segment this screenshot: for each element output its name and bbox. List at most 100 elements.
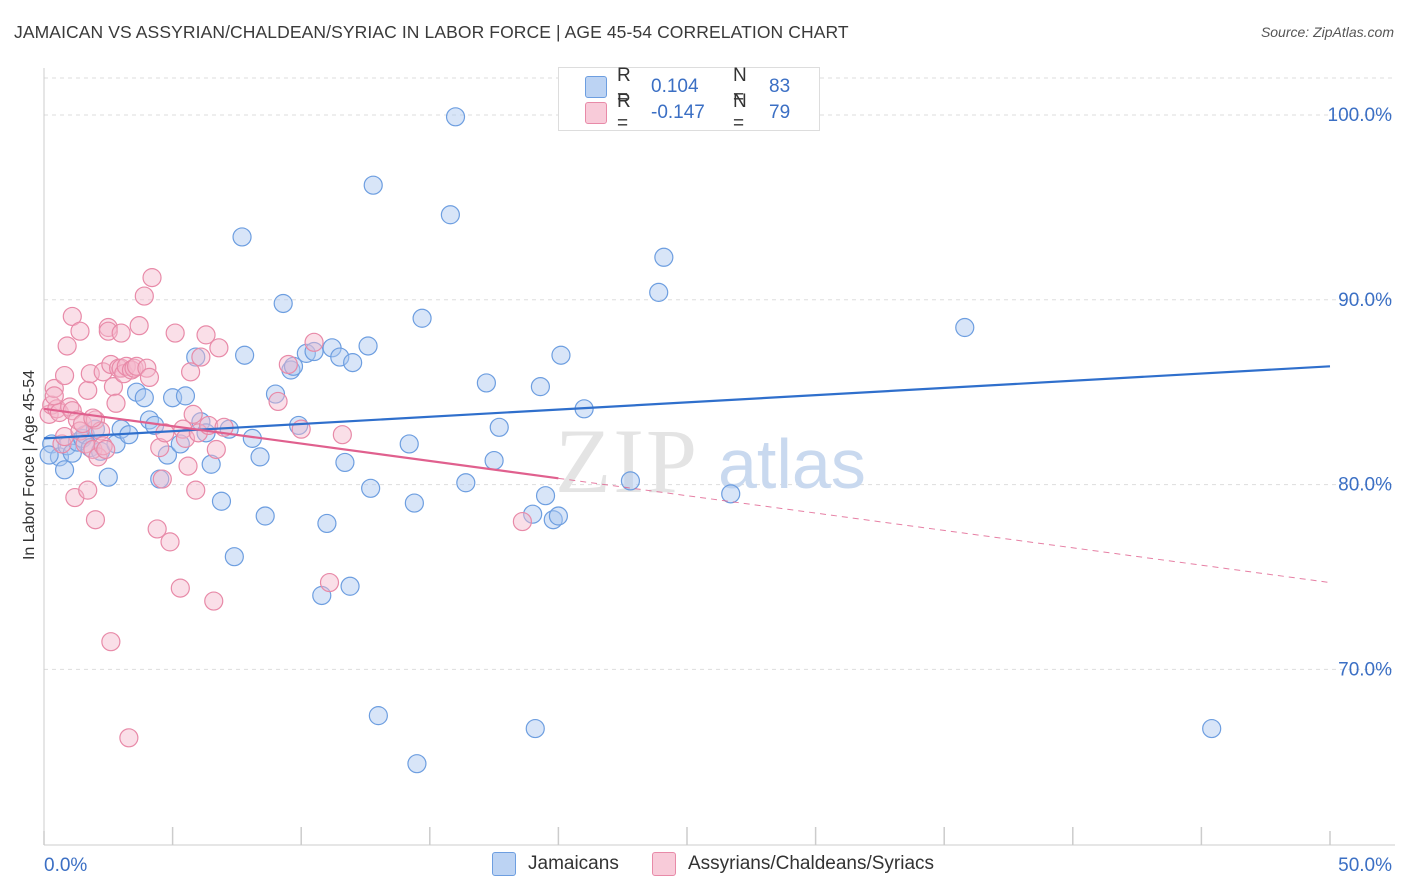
trend-lines xyxy=(43,365,1331,584)
jamaican-point xyxy=(201,454,221,474)
assyrian-point xyxy=(165,323,185,343)
watermark-atlas: atlas xyxy=(718,425,866,503)
jamaican-point xyxy=(361,478,381,498)
jamaican-point xyxy=(721,484,741,504)
series-legend: Jamaicans Assyrians/Chaldeans/Syriacs xyxy=(0,852,1406,878)
assyrian-point xyxy=(206,439,226,460)
jamaican-point xyxy=(368,706,388,726)
jamaican-point xyxy=(649,282,669,302)
watermark: ZIP atlas xyxy=(555,410,866,512)
jamaican-point xyxy=(232,227,252,247)
jamaican-point xyxy=(39,445,59,465)
jamaican-point xyxy=(484,450,504,471)
assyrian-point xyxy=(142,268,162,288)
jamaican-point xyxy=(551,345,571,365)
assyrian-point xyxy=(57,336,77,356)
legend-item-assyrians[interactable]: Assyrians/Chaldeans/Syriacs xyxy=(652,852,934,876)
y-tick-label: 80.0% xyxy=(1338,475,1392,496)
assyrian-point xyxy=(139,367,160,388)
r-label: R = xyxy=(617,65,631,108)
assyrian-point xyxy=(512,511,532,532)
assyrian-point xyxy=(183,404,203,424)
assyrian-point xyxy=(319,572,340,593)
assyrian-point xyxy=(209,338,229,358)
assyrian-point xyxy=(52,434,72,454)
jamaicans-trend-line xyxy=(43,365,1331,440)
legend-item-jamaicans[interactable]: Jamaicans xyxy=(492,852,619,876)
assyrian-point xyxy=(96,439,116,460)
assyrian-point xyxy=(106,393,126,413)
r-label: R = xyxy=(617,91,631,134)
source-label: Source: ZipAtlas.com xyxy=(1260,24,1394,40)
assyrian-point xyxy=(78,380,98,400)
jamaican-point xyxy=(525,718,545,739)
jamaican-point xyxy=(543,510,563,530)
n-value: 83 xyxy=(769,76,791,97)
assyrian-point xyxy=(101,632,121,652)
assyrian-point xyxy=(332,425,352,445)
assyrians-points xyxy=(39,268,532,748)
legend-swatch-blue xyxy=(492,852,516,876)
assyrian-point xyxy=(78,480,98,500)
assyrian-point xyxy=(196,325,216,345)
jamaican-point xyxy=(1202,718,1222,739)
jamaican-point xyxy=(399,434,419,454)
jamaican-point xyxy=(440,205,460,225)
assyrians-trend-line-extension xyxy=(558,477,1331,584)
assyrian-point xyxy=(204,591,224,611)
y-tick-label: 90.0% xyxy=(1338,290,1392,311)
assyrian-point xyxy=(70,321,90,341)
x-tick-label: 0.0% xyxy=(44,855,87,876)
jamaican-point xyxy=(535,486,556,506)
n-value: 79 xyxy=(769,102,791,123)
watermark-zip: ZIP xyxy=(555,410,699,512)
assyrian-point xyxy=(191,347,211,367)
y-tick-label: 100.0% xyxy=(1328,105,1393,126)
assyrian-point xyxy=(103,377,124,397)
y-tick-label: 70.0% xyxy=(1338,659,1392,680)
jamaican-point xyxy=(335,452,355,473)
assyrian-point xyxy=(304,332,324,352)
assyrian-point xyxy=(152,469,172,489)
tick-labels: 70.0% 80.0% 90.0% 100.0% 0.0% 50.0% xyxy=(44,105,1392,876)
assyrian-point xyxy=(83,408,103,428)
assyrian-point xyxy=(54,365,75,386)
assyrian-point xyxy=(134,286,154,306)
jamaican-point xyxy=(548,506,569,526)
n-label: N = xyxy=(733,65,747,108)
assyrian-point xyxy=(44,386,64,406)
assyrian-point xyxy=(147,519,167,539)
assyrians-trend-line xyxy=(43,407,559,480)
jamaican-point xyxy=(358,336,378,356)
axes xyxy=(43,68,1395,846)
r-value: 0.104 xyxy=(651,76,699,97)
jamaican-point xyxy=(186,347,206,367)
jamaican-point xyxy=(250,447,270,467)
n-label: N = xyxy=(733,91,747,134)
stats-legend: R = 0.104 N = 83 R = -0.147 N = 79 xyxy=(558,65,820,134)
jamaican-point xyxy=(175,386,196,406)
legend-swatch-pink xyxy=(652,852,676,876)
jamaican-point xyxy=(211,491,232,511)
jamaican-point xyxy=(363,175,383,195)
assyrian-point xyxy=(186,480,206,500)
assyrian-point xyxy=(88,447,108,467)
assyrian-point xyxy=(170,578,190,598)
legend-swatch-pink xyxy=(585,102,607,124)
chart-title: JAMAICAN VS ASSYRIAN/CHALDEAN/SYRIAC IN … xyxy=(14,22,849,42)
jamaican-point xyxy=(224,547,244,567)
jamaican-point xyxy=(955,317,975,338)
assyrian-point xyxy=(181,362,201,382)
assyrian-point xyxy=(129,316,149,336)
x-tick-label: 50.0% xyxy=(1338,855,1392,876)
jamaican-point xyxy=(134,388,154,408)
jamaican-point xyxy=(654,247,674,267)
jamaican-point xyxy=(170,434,190,454)
jamaican-point xyxy=(489,417,509,437)
jamaican-point xyxy=(407,754,427,774)
assyrian-point xyxy=(44,378,64,399)
jamaican-point xyxy=(296,343,316,363)
jamaican-point xyxy=(343,353,363,373)
jamaican-point xyxy=(412,308,432,328)
